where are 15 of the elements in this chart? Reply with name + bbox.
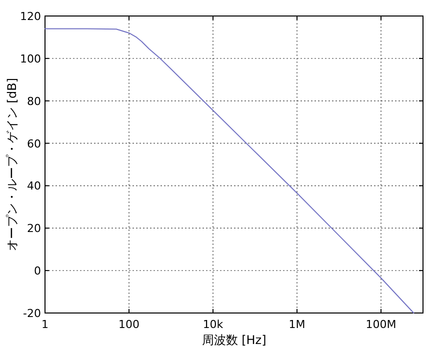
x-tick-label: 1 [42,318,48,331]
y-tick-label: 0 [34,264,41,278]
y-tick-label: 40 [27,180,41,193]
x-tick-label: 1M [288,318,306,331]
y-tick-label: -20 [23,307,41,320]
y-tick-label: 120 [20,10,41,23]
x-tick-label: 10k [202,318,224,331]
y-tick-label: 20 [27,222,41,236]
y-axis-title: オープン・ループ・ゲイン [dB] [5,78,19,252]
y-tick-label: 100 [20,52,41,66]
x-tick-label: 100M [366,318,396,331]
y-tick-label: 60 [27,137,41,150]
x-tick-label: 100 [118,318,140,331]
x-axis-title: 周波数 [Hz] [202,333,266,347]
y-tick-label: 80 [27,94,41,108]
